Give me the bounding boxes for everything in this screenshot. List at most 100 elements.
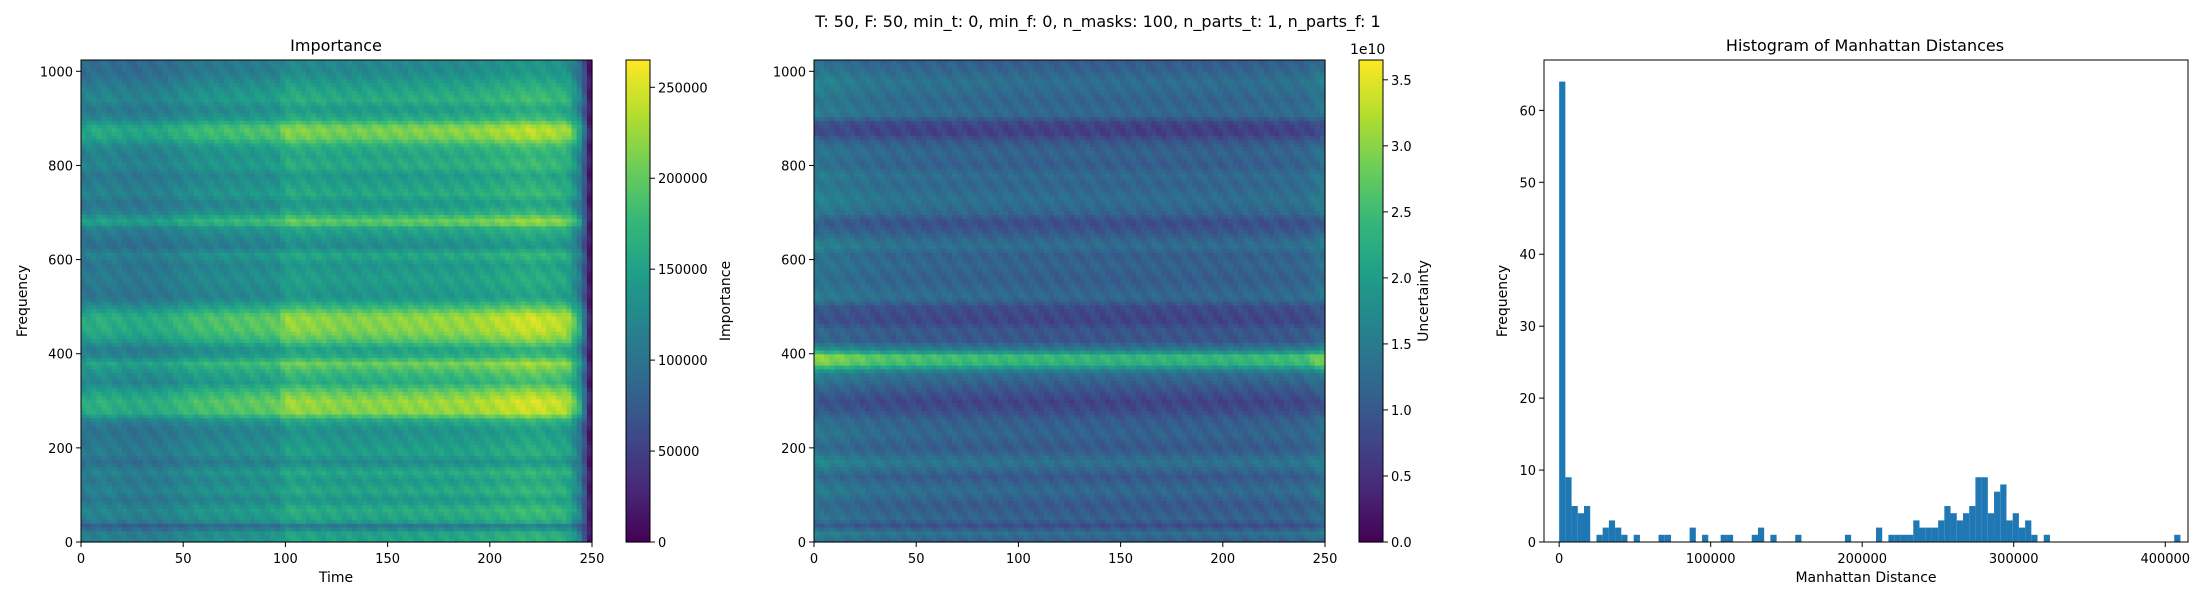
heatmap-cell (362, 410, 368, 414)
heatmap-cell (347, 440, 353, 444)
heatmap-cell (413, 380, 419, 384)
heatmap-cell (301, 519, 307, 523)
heatmap-cell (464, 467, 470, 471)
heatmap-cell (275, 508, 281, 512)
heatmap-cell (265, 440, 271, 444)
heatmap-cell (270, 452, 276, 456)
heatmap-cell (275, 429, 281, 433)
heatmap-cell (566, 512, 572, 516)
heatmap-cell (178, 361, 184, 365)
heatmap-cell (474, 365, 480, 369)
heatmap-cell (142, 455, 148, 459)
heatmap-cell (408, 455, 414, 459)
heatmap-cell (449, 463, 455, 467)
heatmap-cell (367, 455, 373, 459)
heatmap-cell (311, 399, 317, 403)
heatmap-cell (112, 459, 118, 463)
heatmap-cell (234, 452, 240, 456)
heatmap-cell (245, 376, 251, 380)
heatmap-cell (255, 418, 261, 422)
heatmap-cell (372, 440, 378, 444)
heatmap-cell (291, 519, 297, 523)
heatmap-cell (403, 448, 409, 452)
heatmap-cell (357, 452, 363, 456)
heatmap-cell (342, 534, 348, 538)
heatmap-cell (418, 354, 424, 358)
heatmap-cell (234, 486, 240, 490)
heatmap-cell (413, 493, 419, 497)
heatmap-cell (229, 516, 235, 520)
heatmap-cell (101, 406, 107, 410)
heatmap-cell (163, 410, 169, 414)
heatmap-cell (214, 418, 220, 422)
heatmap-cell (107, 486, 113, 490)
heatmap-cell (551, 508, 557, 512)
heatmap-cell (531, 429, 537, 433)
heatmap-cell (173, 467, 179, 471)
heatmap-cell (301, 448, 307, 452)
heatmap-cell (459, 380, 465, 384)
heatmap-cell (408, 399, 414, 403)
heatmap-cell (91, 361, 97, 365)
heatmap-cell (142, 474, 148, 478)
heatmap-cell (393, 474, 399, 478)
heatmap-cell (582, 493, 588, 497)
heatmap-cell (500, 399, 506, 403)
heatmap-cell (245, 455, 251, 459)
heatmap-cell (270, 531, 276, 535)
heatmap-cell (464, 455, 470, 459)
heatmap-cell (142, 391, 148, 395)
heatmap-cell (393, 523, 399, 527)
heatmap-cell (444, 357, 450, 361)
heatmap-cell (561, 482, 567, 486)
heatmap-cell (561, 467, 567, 471)
heatmap-cell (137, 508, 143, 512)
heatmap-cell (239, 357, 245, 361)
heatmap-cell (204, 455, 210, 459)
heatmap-cell (362, 493, 368, 497)
heatmap-cell (178, 354, 184, 358)
heatmap-cell (526, 429, 532, 433)
heatmap-cell (142, 437, 148, 441)
heatmap-cell (204, 516, 210, 520)
heatmap-cell (505, 534, 511, 538)
heatmap-cell (96, 403, 102, 407)
heatmap-cell (122, 523, 128, 527)
heatmap-cell (204, 504, 210, 508)
heatmap-cell (495, 373, 501, 377)
heatmap-cell (168, 501, 174, 505)
heatmap-cell (163, 357, 169, 361)
heatmap-cell (546, 425, 552, 429)
heatmap-cell (536, 380, 542, 384)
heatmap-cell (388, 501, 394, 505)
heatmap-cell (536, 508, 542, 512)
heatmap-cell (107, 369, 113, 373)
heatmap-cell (107, 519, 113, 523)
heatmap-cell (117, 489, 123, 493)
heatmap-cell (112, 418, 118, 422)
heatmap-cell (229, 486, 235, 490)
heatmap-cell (306, 470, 312, 474)
heatmap-cell (168, 470, 174, 474)
heatmap-cell (439, 406, 445, 410)
heatmap-cell (199, 433, 205, 437)
heatmap-cell (505, 373, 511, 377)
heatmap-cell (245, 508, 251, 512)
heatmap-cell (526, 516, 532, 520)
heatmap-cell (142, 459, 148, 463)
heatmap-cell (101, 357, 107, 361)
heatmap-cell (112, 523, 118, 527)
heatmap-cell (423, 384, 429, 388)
heatmap-cell (306, 410, 312, 414)
heatmap-cell (117, 523, 123, 527)
heatmap-cell (127, 354, 133, 358)
heatmap-cell (291, 512, 297, 516)
heatmap-cell (342, 376, 348, 380)
heatmap-cell (561, 369, 567, 373)
heatmap-cell (551, 501, 557, 505)
heatmap-cell (214, 395, 220, 399)
heatmap-cell (280, 384, 286, 388)
heatmap-cell (158, 486, 164, 490)
heatmap-cell (423, 486, 429, 490)
heatmap-cell (91, 470, 97, 474)
